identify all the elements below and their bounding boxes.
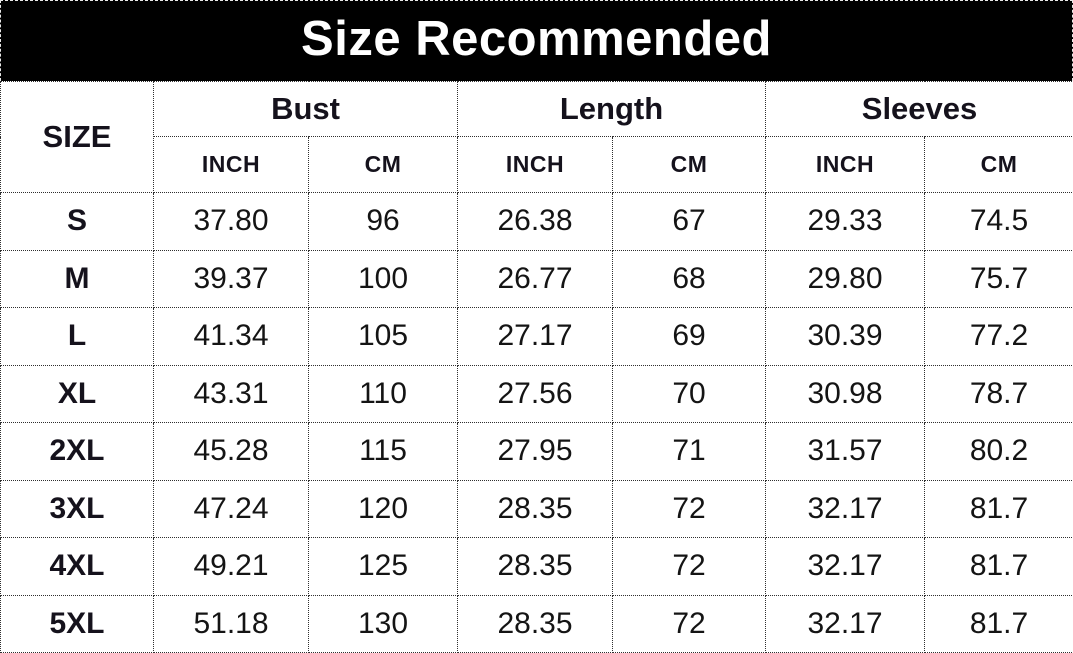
length-cm-value: 72 <box>612 537 767 596</box>
length-cm-value: 71 <box>612 422 767 481</box>
size-label: 4XL <box>0 537 154 596</box>
bust-cm-value: 125 <box>307 537 459 596</box>
size-label: 3XL <box>0 479 154 538</box>
table-row-s: S 37.80 96 26.38 67 29.33 74.5 <box>0 192 1073 251</box>
size-label: M <box>0 249 154 308</box>
sleeves-inch-value: 32.17 <box>765 479 926 538</box>
length-inch-value: 28.35 <box>457 537 614 596</box>
column-header-bust: Bust <box>152 81 459 137</box>
unit-header-bust-inch: INCH <box>153 136 309 193</box>
length-inch-value: 26.77 <box>457 249 614 308</box>
bust-cm-value: 130 <box>307 594 459 653</box>
length-inch-value: 26.38 <box>457 192 614 251</box>
sleeves-cm-value: 80.2 <box>924 422 1073 481</box>
length-cm-value: 68 <box>612 249 767 308</box>
sleeves-inch-value: 31.57 <box>765 422 926 481</box>
length-inch-value: 27.56 <box>457 364 614 423</box>
table-row-3xl: 3XL 47.24 120 28.35 72 32.17 81.7 <box>0 479 1073 538</box>
sleeves-cm-value: 81.7 <box>924 537 1073 596</box>
sleeves-inch-value: 32.17 <box>765 594 926 653</box>
length-inch-value: 28.35 <box>457 479 614 538</box>
unit-header-row: INCH CM INCH CM INCH CM <box>1 136 1073 193</box>
length-cm-value: 69 <box>612 307 767 366</box>
sleeves-cm-value: 81.7 <box>924 479 1073 538</box>
bust-cm-value: 110 <box>307 364 459 423</box>
length-cm-value: 72 <box>612 479 767 538</box>
group-header-row: SIZE Bust Length Sleeves <box>0 81 1073 193</box>
table-row-2xl: 2XL 45.28 115 27.95 71 31.57 80.2 <box>0 422 1073 481</box>
size-label: S <box>0 192 154 251</box>
bust-inch-value: 39.37 <box>153 249 309 308</box>
length-cm-value: 70 <box>612 364 767 423</box>
sleeves-inch-value: 29.80 <box>765 249 926 308</box>
bust-cm-value: 105 <box>307 307 459 366</box>
unit-header-sleeves-inch: INCH <box>765 136 926 193</box>
table-row-m: M 39.37 100 26.77 68 29.80 75.7 <box>0 249 1073 308</box>
column-header-size: SIZE <box>0 81 154 193</box>
unit-header-bust-cm: CM <box>307 136 459 193</box>
unit-header-length-inch: INCH <box>457 136 614 193</box>
length-cm-value: 72 <box>612 594 767 653</box>
bust-cm-value: 120 <box>307 479 459 538</box>
table-row-xl: XL 43.31 110 27.56 70 30.98 78.7 <box>0 364 1073 423</box>
bust-inch-value: 51.18 <box>153 594 309 653</box>
size-label: 5XL <box>0 594 154 653</box>
sleeves-inch-value: 29.33 <box>765 192 926 251</box>
sleeves-cm-value: 78.7 <box>924 364 1073 423</box>
size-chart-table: SIZE Bust Length Sleeves INCH CM INCH CM… <box>0 81 1073 653</box>
bust-inch-value: 47.24 <box>153 479 309 538</box>
sleeves-cm-value: 75.7 <box>924 249 1073 308</box>
size-label: XL <box>0 364 154 423</box>
length-inch-value: 27.17 <box>457 307 614 366</box>
bust-inch-value: 43.31 <box>153 364 309 423</box>
column-header-sleeves: Sleeves <box>765 81 1073 137</box>
bust-cm-value: 96 <box>307 192 459 251</box>
table-row-4xl: 4XL 49.21 125 28.35 72 32.17 81.7 <box>0 537 1073 596</box>
bust-inch-value: 37.80 <box>153 192 309 251</box>
bust-inch-value: 49.21 <box>153 537 309 596</box>
bust-cm-value: 115 <box>307 422 459 481</box>
sleeves-cm-value: 77.2 <box>924 307 1073 366</box>
bust-inch-value: 45.28 <box>153 422 309 481</box>
sleeves-inch-value: 32.17 <box>765 537 926 596</box>
column-header-length: Length <box>457 81 767 137</box>
length-inch-value: 28.35 <box>457 594 614 653</box>
unit-header-sleeves-cm: CM <box>924 136 1073 193</box>
size-label: L <box>0 307 154 366</box>
unit-header-length-cm: CM <box>612 136 767 193</box>
sleeves-cm-value: 81.7 <box>924 594 1073 653</box>
page-title: Size Recommended <box>301 11 772 66</box>
sleeves-inch-value: 30.98 <box>765 364 926 423</box>
size-label: 2XL <box>0 422 154 481</box>
table-row-l: L 41.34 105 27.17 69 30.39 77.2 <box>0 307 1073 366</box>
table-row-5xl: 5XL 51.18 130 28.35 72 32.17 81.7 <box>0 594 1073 653</box>
sleeves-cm-value: 74.5 <box>924 192 1073 251</box>
bust-inch-value: 41.34 <box>153 307 309 366</box>
length-cm-value: 67 <box>612 192 767 251</box>
bust-cm-value: 100 <box>307 249 459 308</box>
sleeves-inch-value: 30.39 <box>765 307 926 366</box>
title-banner: Size Recommended <box>0 0 1073 81</box>
length-inch-value: 27.95 <box>457 422 614 481</box>
